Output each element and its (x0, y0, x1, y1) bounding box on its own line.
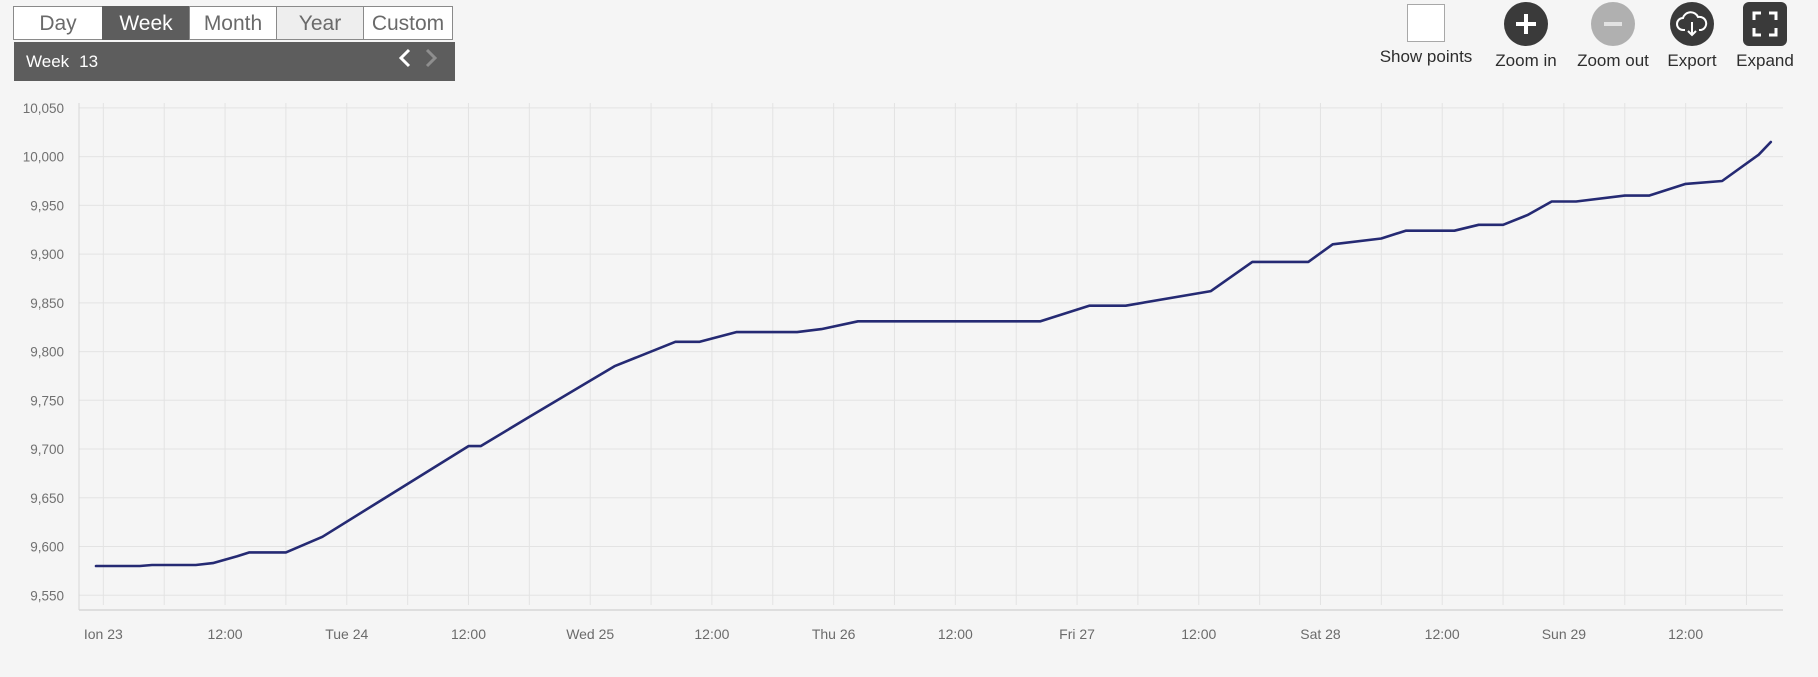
x-tick-label: Sat 28 (1300, 626, 1341, 642)
x-tick-label: Wed 25 (566, 626, 614, 642)
y-tick-label: 9,650 (30, 491, 64, 506)
tab-month[interactable]: Month (189, 6, 277, 40)
show-points-toggle[interactable]: Show points (1376, 2, 1476, 67)
y-tick-label: 9,800 (30, 345, 64, 360)
x-tick-label: 12:00 (694, 626, 729, 642)
x-tick-label: Fri 27 (1059, 626, 1095, 642)
tab-week[interactable]: Week (102, 6, 190, 40)
show-points-label: Show points (1379, 47, 1473, 66)
x-tick-label: Ion 23 (84, 626, 123, 642)
y-tick-label: 9,550 (30, 588, 64, 603)
zoom-in-button[interactable]: Zoom in (1486, 2, 1566, 71)
x-tick-label: 12:00 (1181, 626, 1216, 642)
y-tick-label: 10,050 (23, 101, 64, 116)
tab-day[interactable]: Day (13, 6, 103, 40)
y-tick-label: 9,950 (30, 198, 64, 213)
x-tick-label: 12:00 (208, 626, 243, 642)
x-tick-label: Thu 26 (812, 626, 856, 642)
week-label: Week (26, 51, 70, 71)
previous-week-icon[interactable] (398, 48, 412, 74)
y-tick-label: 10,000 (23, 150, 64, 165)
y-tick-label: 9,700 (30, 442, 64, 457)
export-button[interactable]: Export (1660, 2, 1724, 71)
week-selector: Week 13 (14, 42, 455, 81)
zoom-out-label: Zoom out (1577, 51, 1649, 70)
x-tick-label: Sun 29 (1542, 626, 1587, 642)
zoom-out-button[interactable]: Zoom out (1568, 2, 1658, 71)
export-label: Export (1667, 51, 1717, 70)
y-tick-label: 9,850 (30, 296, 64, 311)
expand-button[interactable]: Expand (1730, 2, 1800, 71)
zoom-in-label: Zoom in (1495, 51, 1557, 70)
period-tabs: Day Week Month Year Custom (13, 6, 453, 40)
checkbox-icon[interactable] (1407, 4, 1445, 42)
y-tick-label: 9,900 (30, 247, 64, 262)
series-line (94, 140, 1773, 568)
minus-icon (1591, 2, 1635, 46)
tab-custom[interactable]: Custom (363, 6, 453, 40)
fullscreen-icon (1743, 2, 1787, 46)
plus-icon (1504, 2, 1548, 46)
x-tick-label: 12:00 (451, 626, 486, 642)
line-chart: 10,050 10,000 9,950 9,900 9,850 9,800 9,750 9,7… (23, 101, 1783, 642)
next-week-icon[interactable] (424, 48, 438, 74)
week-number: 13 (79, 51, 99, 71)
x-tick-label: Tue 24 (325, 626, 368, 642)
x-tick-label: 12:00 (1425, 626, 1460, 642)
x-tick-label: 12:00 (1668, 626, 1703, 642)
y-tick-label: 9,600 (30, 540, 64, 555)
expand-label: Expand (1736, 51, 1794, 70)
y-tick-label: 9,750 (30, 393, 64, 408)
x-tick-label: 12:00 (938, 626, 973, 642)
cloud-download-icon (1670, 2, 1714, 46)
tab-year[interactable]: Year (276, 6, 364, 40)
